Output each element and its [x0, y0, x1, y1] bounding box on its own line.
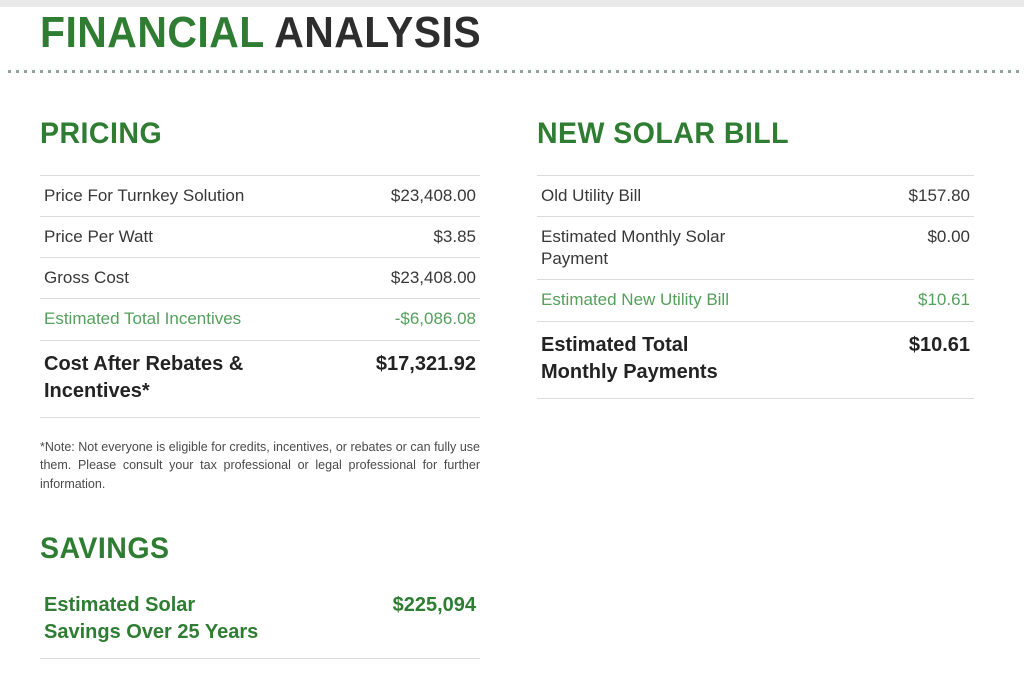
- row-value: $10.61: [908, 333, 970, 356]
- content-columns: PRICING Price For Turnkey Solution $23,4…: [0, 73, 1024, 659]
- table-row: Estimated Monthly Solar Payment $0.00: [537, 217, 974, 281]
- pricing-table: Price For Turnkey Solution $23,408.00 Pr…: [40, 175, 480, 418]
- row-value: $225,094: [392, 593, 476, 616]
- table-row: Gross Cost $23,408.00: [40, 258, 480, 300]
- pricing-note: *Note: Not everyone is eligible for cred…: [40, 439, 480, 492]
- new-solar-bill-column: NEW SOLAR BILL Old Utility Bill $157.80 …: [537, 119, 974, 659]
- table-row-total: Estimated Total Monthly Payments $10.61: [537, 322, 974, 399]
- savings-heading: SAVINGS: [40, 531, 170, 565]
- table-row-savings: Estimated Solar Savings Over 25 Years $2…: [40, 590, 480, 659]
- table-row: Price For Turnkey Solution $23,408.00: [40, 176, 480, 218]
- row-label: Cost After Rebates & Incentives*: [44, 352, 244, 402]
- page-top-edge: [0, 0, 1024, 7]
- table-row-incentives: Estimated Total Incentives -$6,086.08: [40, 299, 480, 341]
- row-label: Estimated Monthly Solar Payment: [541, 227, 726, 269]
- savings-table: Estimated Solar Savings Over 25 Years $2…: [40, 590, 480, 659]
- table-row-total: Cost After Rebates & Incentives* $17,321…: [40, 341, 480, 418]
- new-solar-bill-table: Old Utility Bill $157.80 Estimated Month…: [537, 175, 974, 399]
- new-solar-bill-heading: NEW SOLAR BILL: [537, 117, 790, 151]
- pricing-heading: PRICING: [40, 117, 163, 151]
- table-row-new-utility-bill: Estimated New Utility Bill $10.61: [537, 280, 974, 322]
- row-label: Estimated Solar Savings Over 25 Years: [44, 593, 259, 643]
- row-label: Old Utility Bill: [541, 186, 642, 206]
- row-label: Price Per Watt: [44, 227, 153, 247]
- row-value: $157.80: [908, 186, 970, 206]
- row-value: $17,321.92: [375, 352, 476, 375]
- savings-section: SAVINGS Estimated Solar Savings Over 25 …: [40, 531, 480, 659]
- dotted-divider: [8, 70, 1024, 74]
- page-title-secondary: ANALYSIS: [263, 8, 482, 57]
- row-label: Estimated Total Incentives: [44, 309, 242, 329]
- row-value: $23,408.00: [390, 186, 476, 206]
- row-label: Price For Turnkey Solution: [44, 186, 245, 206]
- page-title: FINANCIAL ANALYSIS: [40, 8, 482, 57]
- row-label: Estimated New Utility Bill: [541, 290, 729, 310]
- row-value: $10.61: [918, 290, 970, 310]
- row-value: $23,408.00: [390, 268, 476, 288]
- row-value: $0.00: [927, 227, 970, 247]
- page-title-primary: FINANCIAL: [40, 8, 264, 57]
- row-label: Gross Cost: [44, 268, 130, 288]
- pricing-column: PRICING Price For Turnkey Solution $23,4…: [40, 119, 480, 659]
- row-label: Estimated Total Monthly Payments: [541, 333, 718, 383]
- table-row: Price Per Watt $3.85: [40, 217, 480, 259]
- row-value: $3.85: [433, 227, 476, 247]
- row-value: -$6,086.08: [394, 309, 476, 329]
- table-row: Old Utility Bill $157.80: [537, 176, 974, 218]
